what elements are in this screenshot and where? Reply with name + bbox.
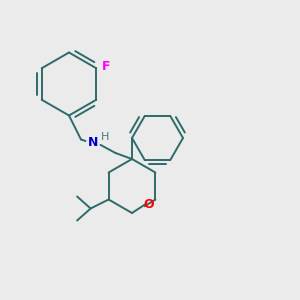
Text: H: H [100, 132, 109, 142]
Text: N: N [88, 136, 98, 149]
Text: O: O [144, 198, 154, 211]
Text: F: F [102, 60, 111, 73]
